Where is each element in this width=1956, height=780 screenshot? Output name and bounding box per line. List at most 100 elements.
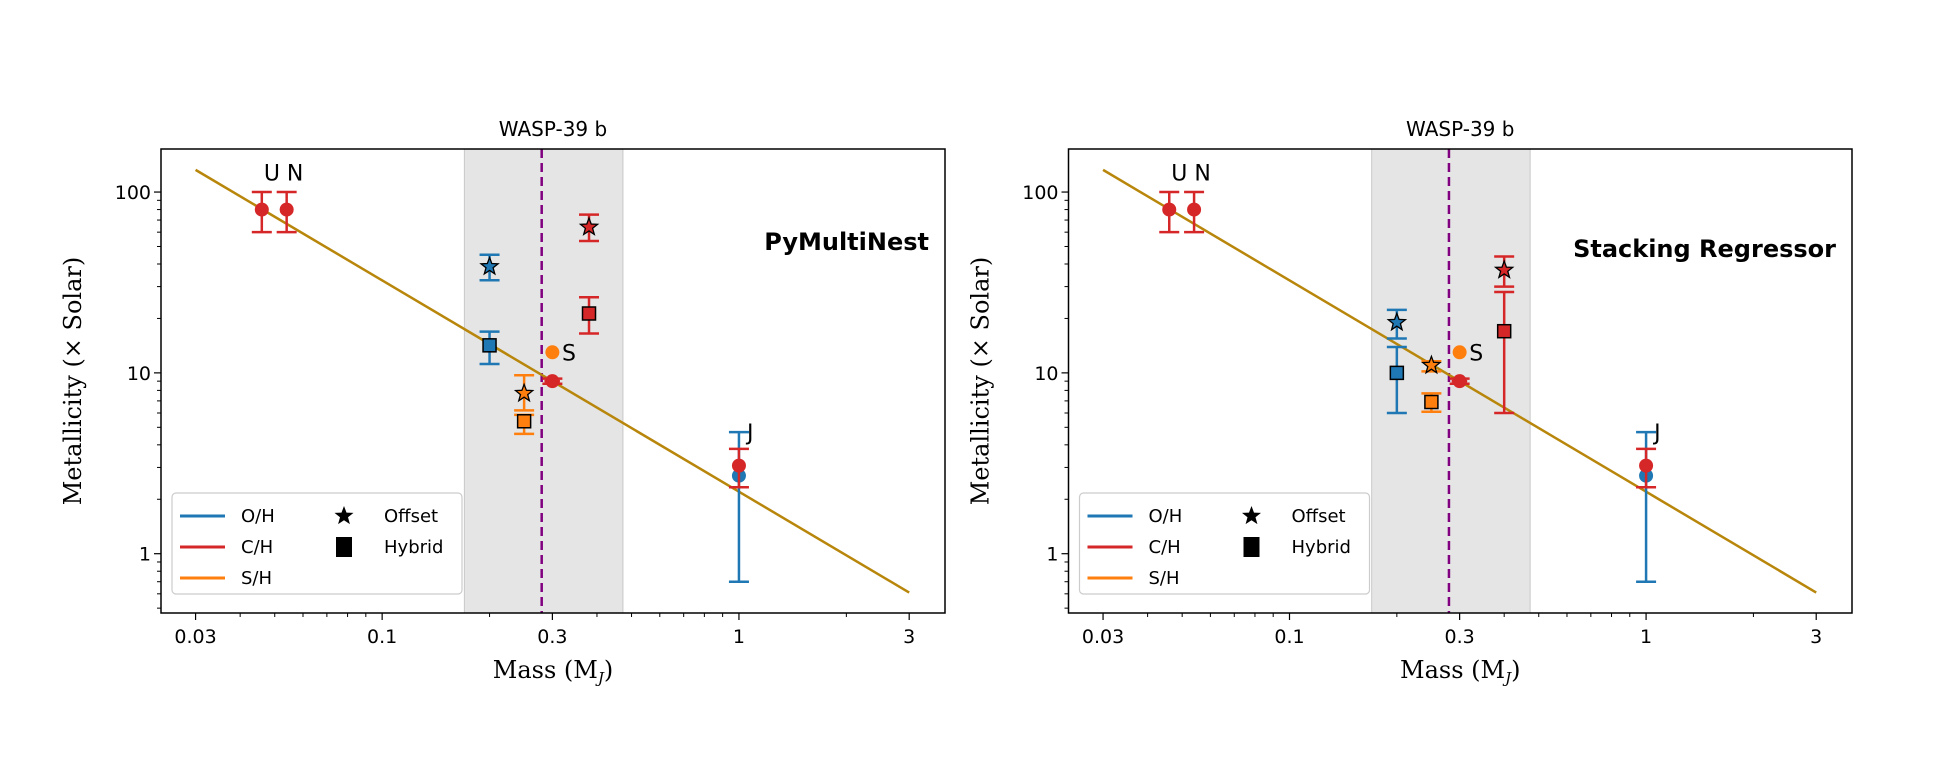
legend-label: Offset — [1292, 506, 1346, 527]
x-tick-label: 0.3 — [1445, 626, 1475, 648]
legend-label: S/H — [1149, 568, 1180, 589]
data-point-SH-circle — [1452, 345, 1467, 360]
planet-annotation: U N — [264, 162, 304, 187]
y-tick-label: 100 — [1022, 182, 1058, 204]
circle-marker — [254, 202, 269, 217]
planet-annotation: J — [745, 421, 754, 446]
data-point-CH-circle — [1449, 374, 1470, 389]
circle-marker — [545, 345, 560, 360]
plot-panel-2: 0.03 0.1 0.3 1 3 1 10 100 U N S J Stacking Regresso… — [967, 117, 1853, 687]
circle-marker — [1162, 202, 1177, 217]
legend-label: C/H — [241, 537, 273, 558]
square-marker — [1424, 394, 1439, 410]
x-axis-label-subscript: J — [1502, 669, 1512, 687]
y-axis-label: Metallicity (× Solar) — [967, 257, 995, 506]
x-tick-label: 0.3 — [537, 626, 567, 648]
x-tick-label: 1 — [1640, 626, 1652, 648]
legend-frame — [171, 492, 463, 595]
data-point-CH-circle — [728, 447, 749, 489]
method-label: Stacking Regressor — [1573, 235, 1836, 263]
legend-star-icon — [1242, 506, 1261, 525]
legend-square-icon — [336, 537, 352, 557]
x-axis-label: Mass (MJ) — [1400, 656, 1520, 687]
square-marker — [581, 306, 597, 321]
data-point-SH-square — [514, 413, 535, 436]
data-point-SH-circle — [545, 345, 560, 360]
square-marker — [516, 414, 532, 429]
chart-title: WASP-39 b — [499, 117, 607, 141]
data-point-SH-star — [1421, 354, 1442, 375]
y-tick-label: 100 — [115, 182, 151, 204]
data-point-CH-square — [579, 295, 600, 335]
method-label: PyMultiNest — [764, 228, 929, 256]
data-point-CH-star — [578, 213, 600, 243]
data-point-OH-square — [479, 330, 500, 366]
square-marker — [482, 338, 497, 353]
y-tick-label: 10 — [1034, 363, 1058, 385]
legend-label: S/H — [241, 568, 272, 589]
x-tick-label: 0.03 — [174, 626, 216, 648]
axes-frame — [160, 148, 946, 614]
planet-annotation: J — [1652, 421, 1661, 446]
mass-uncertainty-band — [1371, 148, 1531, 614]
data-point-SH-star — [513, 374, 535, 412]
planet-annotation: S — [562, 341, 576, 366]
legend-label: Offset — [384, 506, 438, 527]
data-point-OH-square — [1386, 345, 1407, 415]
star-marker — [479, 255, 500, 276]
circle-marker — [731, 458, 746, 473]
circle-marker — [1187, 202, 1202, 217]
data-point-CH-circle — [251, 190, 272, 234]
legend-label: Hybrid — [384, 537, 443, 558]
circle-marker — [545, 374, 560, 389]
x-axis-label-end: ) — [1511, 656, 1520, 684]
data-point-OH-star — [479, 253, 500, 282]
axis-ticks: 0.03 0.1 0.3 1 3 1 10 100 — [1022, 182, 1822, 648]
planet-annotation: U N — [1171, 162, 1211, 187]
star-marker — [578, 216, 600, 236]
legend-star-icon — [334, 506, 354, 525]
data-point-CH-circle — [1159, 190, 1180, 234]
data-point-CH-circle — [276, 190, 297, 234]
star-marker — [513, 382, 535, 403]
data-point-CH-square — [1494, 290, 1515, 415]
x-tick-label: 1 — [733, 626, 745, 648]
x-axis-label-subscript: J — [595, 669, 605, 687]
data-points — [251, 190, 749, 583]
circle-marker — [1452, 374, 1467, 389]
legend: O/H C/H S/H Offset Hybrid — [171, 492, 463, 595]
x-axis-label-text: Mass (M — [493, 656, 598, 684]
y-tick-label: 10 — [127, 363, 151, 385]
data-point-SH-square — [1421, 392, 1442, 413]
legend-square-icon — [1243, 537, 1260, 557]
x-tick-label: 0.1 — [367, 626, 397, 648]
legend-label: O/H — [241, 506, 275, 527]
star-marker — [1421, 354, 1442, 375]
legend-frame — [1078, 492, 1371, 595]
data-point-CH-star — [1493, 255, 1515, 288]
axes-frame — [1067, 148, 1853, 614]
plot-panel-1: 0.03 0.1 0.3 1 3 1 10 100 U N S J PyMultiNest O/H C/H… — [59, 117, 946, 687]
data-points — [1159, 190, 1657, 583]
star-marker — [1493, 259, 1515, 279]
data-point-CH-circle — [1636, 447, 1657, 489]
star-marker — [1386, 311, 1408, 332]
x-tick-label: 0.1 — [1274, 626, 1304, 648]
data-point-CH-circle — [542, 374, 563, 389]
data-point-OH-star — [1386, 308, 1408, 340]
legend-label: O/H — [1149, 506, 1183, 527]
data-point-CH-circle — [1184, 190, 1205, 234]
circle-marker — [1452, 345, 1467, 360]
legend-label: C/H — [1149, 537, 1181, 558]
x-tick-label: 3 — [903, 626, 915, 648]
legend: O/H C/H S/H Offset Hybrid — [1078, 492, 1371, 595]
chart-title: WASP-39 b — [1406, 117, 1514, 141]
y-tick-label: 1 — [1046, 544, 1058, 566]
circle-marker — [279, 202, 294, 217]
x-tick-label: 0.03 — [1082, 626, 1124, 648]
mass-uncertainty-band — [463, 148, 624, 614]
square-marker — [1389, 365, 1405, 381]
x-axis-label-text: Mass (M — [1400, 656, 1505, 684]
planet-annotation: S — [1469, 341, 1483, 366]
